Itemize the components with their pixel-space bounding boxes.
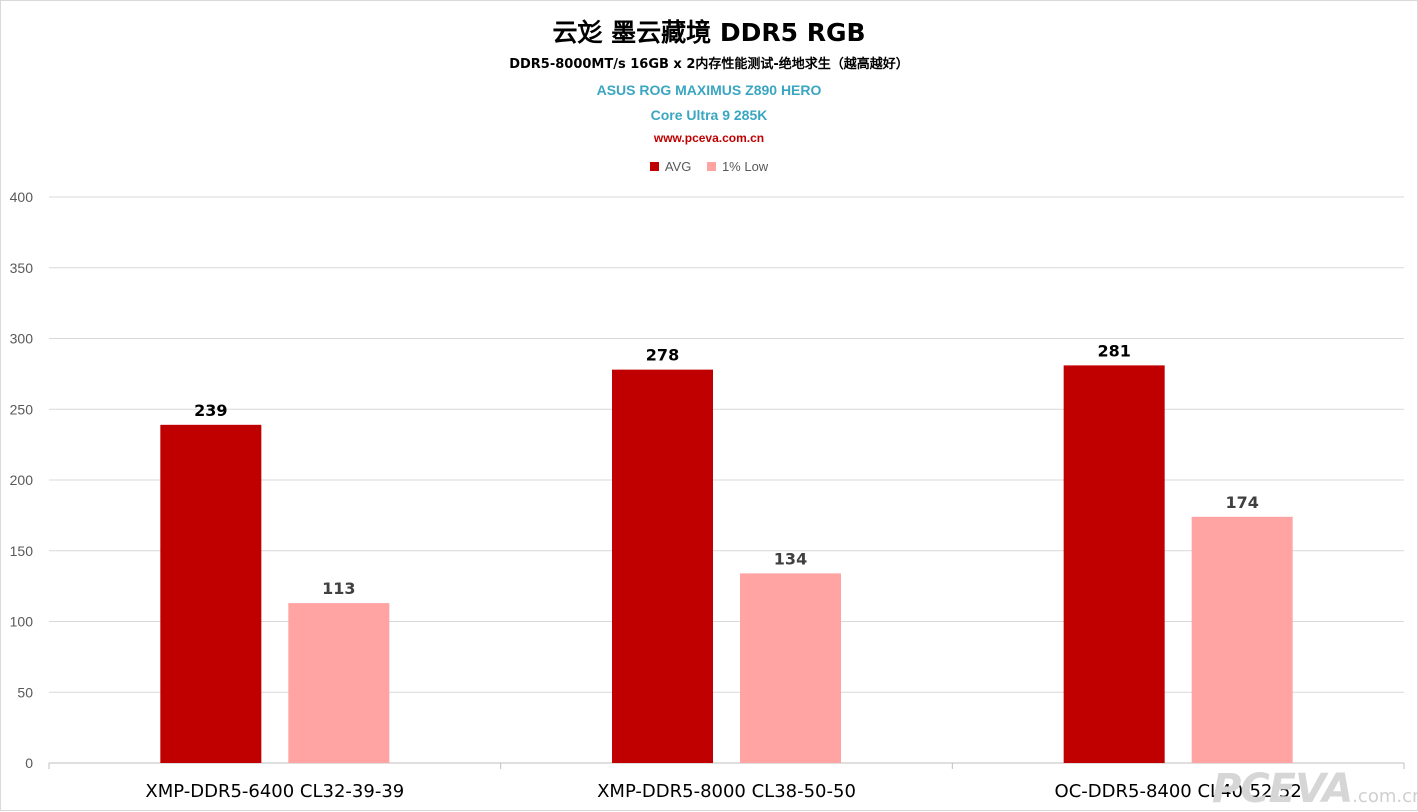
legend-swatch-1pct-low: [706, 162, 716, 171]
bar-avg: [1063, 365, 1165, 763]
bar-avg: [612, 369, 713, 763]
y-tick-label: 200: [10, 472, 34, 488]
watermark-brand: PCEVA: [1212, 766, 1353, 812]
x-category-label: XMP-DDR5-8000 CL38-50-50: [597, 781, 856, 802]
legend: AVG 1% Low: [0, 159, 1418, 174]
x-category-label: XMP-DDR5-6400 CL32-39-39: [145, 781, 404, 802]
y-tick-label: 50: [17, 684, 33, 700]
bar-1pct-low: [740, 573, 841, 763]
y-tick-label: 400: [10, 189, 34, 205]
legend-label-1pct-low: 1% Low: [721, 159, 769, 174]
data-label: 281: [1097, 341, 1130, 360]
y-tick-label: 0: [25, 755, 33, 771]
pceva-watermark: PCEVA.com.cn: [1212, 766, 1418, 812]
data-label: 278: [646, 346, 679, 365]
data-label: 134: [774, 549, 807, 568]
legend-item-1pct-low: 1% Low: [706, 159, 769, 174]
data-label: 113: [322, 579, 355, 598]
watermark-domain: .com.cn: [1352, 786, 1418, 807]
data-label: 174: [1225, 493, 1258, 512]
y-tick-label: 300: [10, 331, 34, 347]
chart-header: 云彣 墨云藏境 DDR5 RGB DDR5-8000MT/s 16GB x 2内…: [0, 14, 1418, 148]
y-tick-label: 100: [10, 614, 34, 630]
cpu-label: Core Ultra 9 285K: [650, 107, 768, 123]
chart-title: 云彣 墨云藏境 DDR5 RGB: [552, 18, 866, 47]
y-tick-label: 250: [10, 401, 34, 417]
bar-1pct-low: [1191, 516, 1293, 763]
data-label: 239: [194, 401, 227, 420]
legend-label-avg: AVG: [664, 159, 692, 174]
x-category-label: OC-DDR5-8400 CL40-52-52: [1055, 781, 1302, 802]
chart-subtitle: DDR5-8000MT/s 16GB x 2内存性能测试-绝地求生（越高越好）: [509, 57, 909, 72]
legend-swatch-avg: [649, 162, 659, 171]
site-url: www.pceva.com.cn: [653, 131, 765, 145]
legend-item-avg: AVG: [649, 159, 692, 174]
y-tick-label: 350: [10, 260, 34, 276]
y-tick-label: 150: [10, 543, 34, 559]
bar-avg: [160, 424, 262, 763]
motherboard-label: ASUS ROG MAXIMUS Z890 HERO: [596, 82, 822, 98]
bar-1pct-low: [288, 603, 390, 763]
